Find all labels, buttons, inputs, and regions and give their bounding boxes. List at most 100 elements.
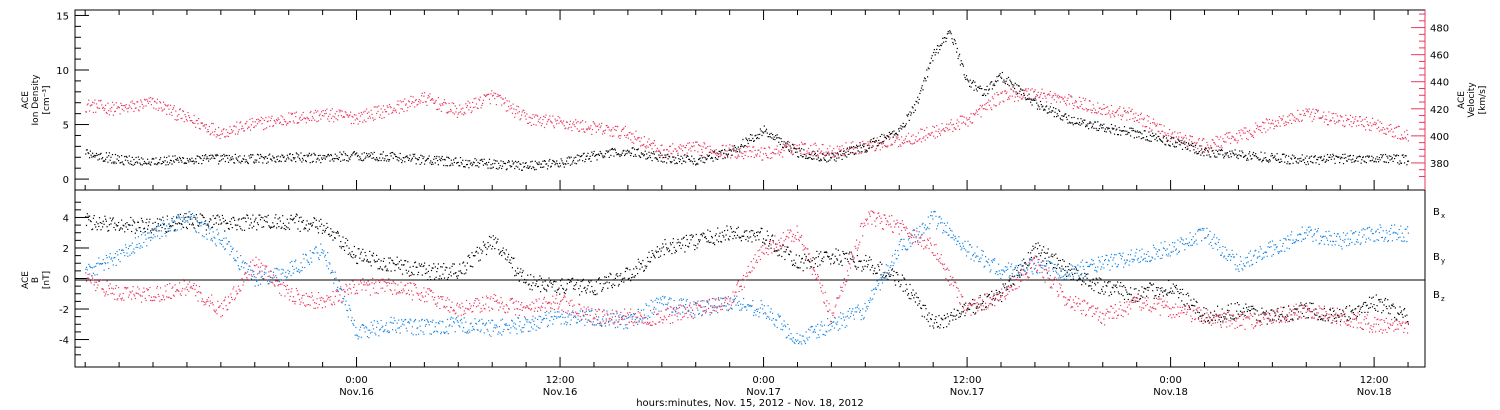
velocity-series-point	[485, 95, 487, 98]
density-series-point	[1371, 155, 1373, 157]
density-series-point	[1133, 129, 1135, 132]
density-series-point	[142, 158, 144, 160]
density-series-point	[488, 158, 491, 160]
density-series-point	[975, 85, 977, 87]
bx-series-point	[90, 221, 92, 223]
density-series-point	[888, 136, 890, 138]
velocity-series-point	[269, 120, 272, 122]
density-series-point	[933, 51, 935, 54]
density-series-point	[480, 159, 482, 161]
bx-series-point	[998, 291, 1000, 293]
density-series-point	[1126, 130, 1128, 132]
bx-series-point	[344, 242, 346, 244]
bx-series-point	[852, 256, 854, 258]
velocity-series-point	[1185, 137, 1187, 139]
bx-series-point	[545, 289, 547, 291]
velocity-series-point	[1378, 126, 1380, 128]
velocity-series-point	[1154, 123, 1156, 125]
velocity-series-point	[660, 144, 662, 147]
density-series-point	[1034, 97, 1036, 99]
density-series-point	[775, 135, 777, 137]
bx-series-point	[673, 246, 675, 248]
velocity-series-point	[643, 136, 645, 138]
velocity-series-point	[920, 128, 922, 130]
density-series-point	[1075, 122, 1077, 124]
velocity-series-point	[630, 133, 633, 135]
bx-series-point	[695, 233, 697, 236]
density-series-point	[891, 132, 893, 135]
bx-series-point	[886, 272, 888, 274]
velocity-series-point	[150, 96, 152, 99]
velocity-series-point	[771, 157, 773, 159]
density-series-point	[411, 157, 413, 159]
bx-series-point	[700, 233, 702, 236]
density-series-point	[1222, 154, 1224, 156]
density-series-point	[769, 136, 771, 138]
velocity-series-point	[373, 106, 375, 108]
bx-series-point	[717, 241, 720, 243]
density-series-point	[1143, 137, 1145, 139]
bx-series-point	[573, 285, 575, 287]
density-series-point	[1099, 125, 1101, 127]
velocity-series-point	[1035, 96, 1037, 98]
velocity-series-point	[994, 93, 996, 95]
bx-series-point	[283, 228, 285, 230]
velocity-series-point	[176, 115, 178, 117]
density-series-point	[511, 165, 513, 167]
bx-series-point	[160, 224, 162, 226]
top-right-tick-label: 420	[1430, 105, 1449, 116]
velocity-series-point	[1068, 103, 1071, 105]
velocity-series-point	[951, 124, 953, 126]
density-series-point	[434, 156, 436, 158]
bx-series-point	[759, 232, 761, 234]
bx-series-point	[698, 239, 700, 241]
velocity-series-point	[604, 129, 607, 131]
velocity-series-point	[1264, 122, 1266, 124]
density-series-point	[634, 154, 636, 156]
density-series-point	[660, 160, 662, 162]
velocity-series-point	[695, 141, 697, 143]
density-series-point	[534, 160, 536, 162]
velocity-series-point	[794, 148, 797, 150]
bx-series-point	[308, 223, 310, 225]
bx-series-point	[1004, 283, 1006, 285]
velocity-series-point	[982, 108, 984, 110]
velocity-series-point	[339, 111, 341, 113]
density-series-point	[979, 85, 981, 87]
density-series-point	[1124, 130, 1126, 132]
density-series-point	[802, 156, 804, 158]
velocity-series-point	[582, 128, 584, 130]
velocity-series-point	[1369, 122, 1371, 124]
bx-series-point	[447, 276, 449, 279]
density-series-point	[438, 156, 440, 158]
density-series-point	[552, 159, 554, 162]
bx-series-point	[1009, 278, 1011, 280]
bx-series-point	[468, 254, 470, 256]
velocity-series-point	[717, 152, 719, 155]
velocity-series-point	[1278, 116, 1280, 118]
density-series-point	[230, 157, 232, 159]
density-series-point	[849, 147, 851, 149]
density-series-point	[1252, 153, 1254, 155]
bx-series-point	[285, 226, 288, 228]
bx-series-point	[497, 238, 499, 240]
velocity-series-point	[1265, 131, 1267, 133]
density-series-point	[312, 160, 314, 162]
density-series-point	[943, 37, 945, 39]
bx-series-point	[492, 245, 494, 247]
density-series-point	[628, 150, 630, 152]
velocity-series-point	[171, 114, 173, 116]
bx-series-point	[775, 250, 778, 252]
density-series-point	[1379, 159, 1381, 161]
velocity-series-point	[324, 113, 326, 115]
velocity-series-point	[642, 144, 644, 147]
bx-series-point	[833, 261, 836, 263]
density-series-point	[556, 163, 558, 165]
bx-series-point	[312, 222, 314, 224]
bx-series-point	[1039, 245, 1041, 247]
bx-series-point	[147, 225, 149, 227]
bx-series-point	[561, 278, 563, 280]
density-series-point	[85, 149, 88, 151]
bx-series-point	[183, 217, 185, 219]
density-series-point	[1187, 148, 1189, 150]
